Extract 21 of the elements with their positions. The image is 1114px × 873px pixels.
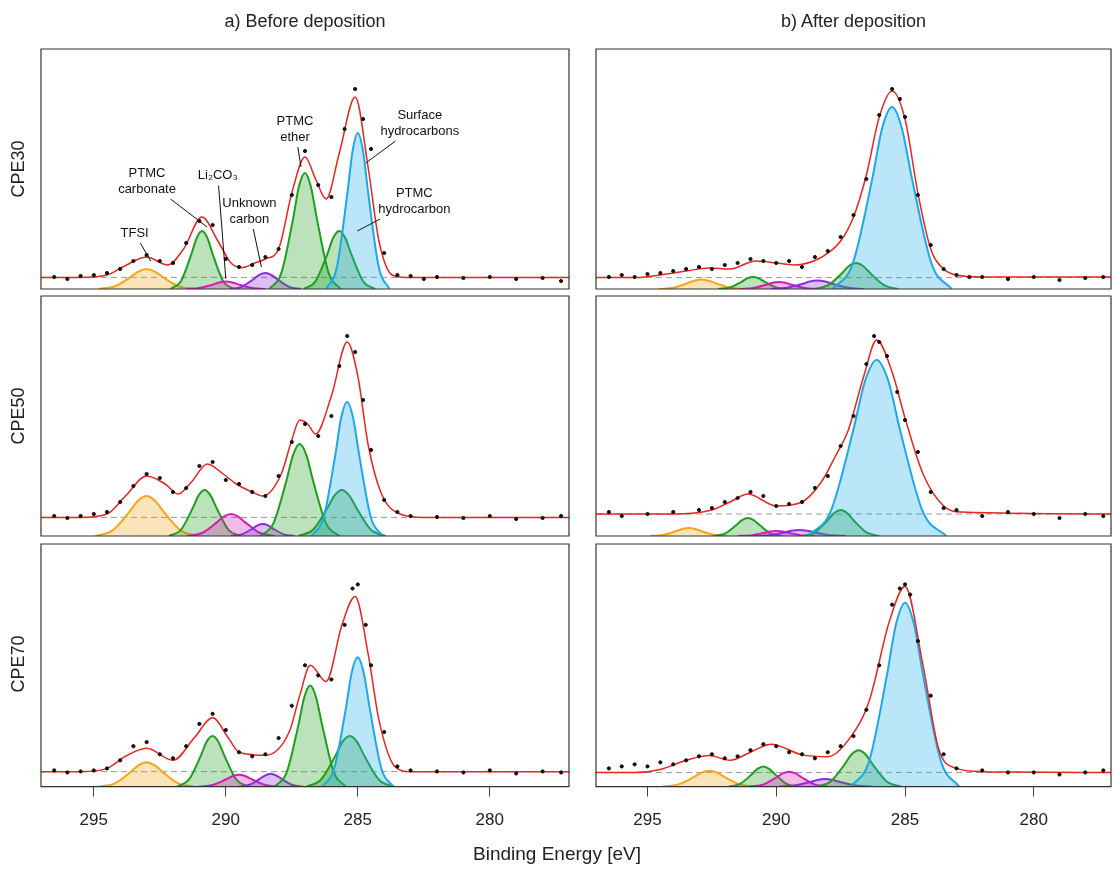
x-tick-label: 280 — [475, 810, 504, 830]
text: Unknown carbon — [222, 194, 277, 226]
x-tick-label: 290 — [211, 810, 240, 830]
chart-title: b) After deposition — [779, 11, 928, 32]
x-tick-label: 280 — [1019, 810, 1048, 830]
series-label: Surface hydrocarbons — [380, 106, 460, 138]
x-tick-label: 285 — [343, 810, 372, 830]
x-axis-title: Binding Energy [eV] — [473, 843, 641, 865]
x-tick-label: 295 — [633, 810, 662, 830]
text: Li₂CO₃ — [197, 167, 238, 183]
text: PTMC carbonate — [118, 164, 176, 196]
chart-title: a) Before deposition — [223, 11, 387, 32]
x-tick-label: 285 — [890, 810, 920, 830]
y-axis-title: CPE50 — [7, 387, 29, 445]
text: TFSI — [120, 224, 149, 240]
x-tick-label: 290 — [762, 810, 791, 830]
y-axis-title: CPE70 — [7, 635, 29, 693]
y-axis-title: CPE30 — [7, 140, 29, 198]
text: PTMC ether — [276, 112, 314, 144]
text: PTMC hydrocarbon — [378, 184, 451, 216]
x-tick-label: 295 — [79, 810, 108, 830]
